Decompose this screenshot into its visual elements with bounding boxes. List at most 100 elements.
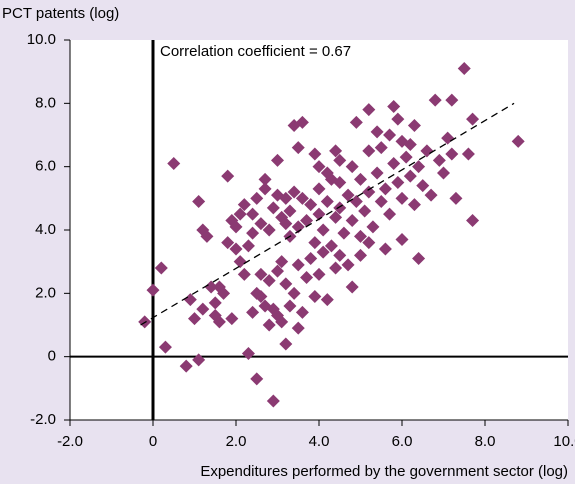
point	[445, 93, 459, 107]
x-tick-label: 6.0	[392, 433, 413, 450]
x-tick-label: 2.0	[226, 433, 247, 450]
point	[324, 239, 338, 253]
point	[192, 353, 206, 367]
point	[329, 144, 343, 158]
point	[407, 198, 421, 212]
point	[208, 296, 222, 310]
point	[370, 125, 384, 139]
point	[374, 195, 388, 208]
point	[254, 217, 268, 231]
x-axis-label: Expenditures performed by the government…	[200, 463, 568, 480]
point	[266, 394, 280, 408]
point	[295, 115, 309, 129]
point	[300, 271, 314, 284]
point	[279, 337, 293, 351]
point	[308, 290, 322, 303]
point	[275, 315, 289, 329]
point	[391, 112, 405, 126]
point	[395, 233, 409, 246]
point	[291, 321, 305, 335]
point	[354, 248, 367, 262]
point	[403, 138, 417, 151]
point	[279, 277, 293, 291]
point	[246, 226, 260, 240]
point	[250, 191, 264, 205]
point	[237, 198, 251, 212]
point	[188, 312, 201, 326]
point	[291, 141, 305, 155]
y-tick-label: 6.0	[35, 158, 56, 175]
point	[333, 201, 347, 215]
annotation: Correlation coefficient = 0.67	[160, 43, 351, 60]
point	[291, 258, 305, 272]
point	[271, 153, 284, 167]
point	[295, 305, 309, 319]
x-tick-label: 4.0	[309, 433, 330, 450]
point	[420, 144, 434, 158]
point	[511, 134, 525, 148]
point	[329, 261, 343, 275]
point	[403, 169, 417, 183]
point	[341, 258, 355, 272]
point	[383, 128, 397, 142]
point	[179, 359, 193, 373]
point	[437, 166, 450, 180]
point	[387, 100, 401, 113]
point	[287, 286, 301, 300]
point	[354, 229, 367, 243]
point	[383, 207, 397, 221]
point	[466, 112, 480, 126]
point	[283, 204, 297, 218]
point	[304, 198, 318, 212]
point	[183, 293, 197, 307]
y-tick-label: 8.0	[35, 94, 56, 111]
point	[258, 172, 272, 186]
point	[391, 176, 405, 189]
point	[378, 242, 392, 256]
point	[333, 153, 347, 167]
point	[461, 147, 475, 161]
point	[246, 305, 260, 319]
point	[233, 255, 247, 269]
point	[192, 195, 206, 208]
point	[424, 188, 438, 202]
point	[445, 147, 459, 161]
point	[395, 191, 409, 205]
y-tick-label: -2.0	[30, 411, 56, 428]
point	[308, 236, 322, 250]
point	[320, 195, 334, 208]
point	[262, 274, 276, 288]
trend-line	[140, 102, 515, 326]
point	[341, 188, 355, 202]
point	[287, 185, 301, 199]
point	[407, 119, 421, 132]
point	[320, 293, 334, 307]
point	[254, 267, 268, 281]
point	[399, 150, 413, 164]
point	[362, 185, 376, 199]
point	[279, 217, 293, 231]
point	[312, 267, 326, 281]
point	[387, 157, 401, 170]
point	[333, 176, 347, 189]
y-tick-label: 4.0	[35, 221, 56, 238]
point	[221, 169, 235, 183]
point	[225, 312, 239, 326]
point	[316, 223, 330, 237]
point	[312, 207, 326, 221]
y-axis-label: PCT patents (log)	[2, 5, 119, 22]
point	[378, 182, 392, 196]
point	[358, 204, 372, 218]
point	[308, 147, 322, 161]
point	[275, 255, 289, 269]
point	[412, 252, 426, 265]
point	[266, 302, 280, 316]
point	[354, 172, 367, 186]
point	[266, 201, 280, 215]
point	[337, 226, 351, 240]
x-tick-label: 10.0	[553, 433, 575, 450]
point	[250, 372, 264, 386]
point	[466, 214, 480, 227]
point	[212, 315, 226, 329]
point	[271, 264, 284, 278]
